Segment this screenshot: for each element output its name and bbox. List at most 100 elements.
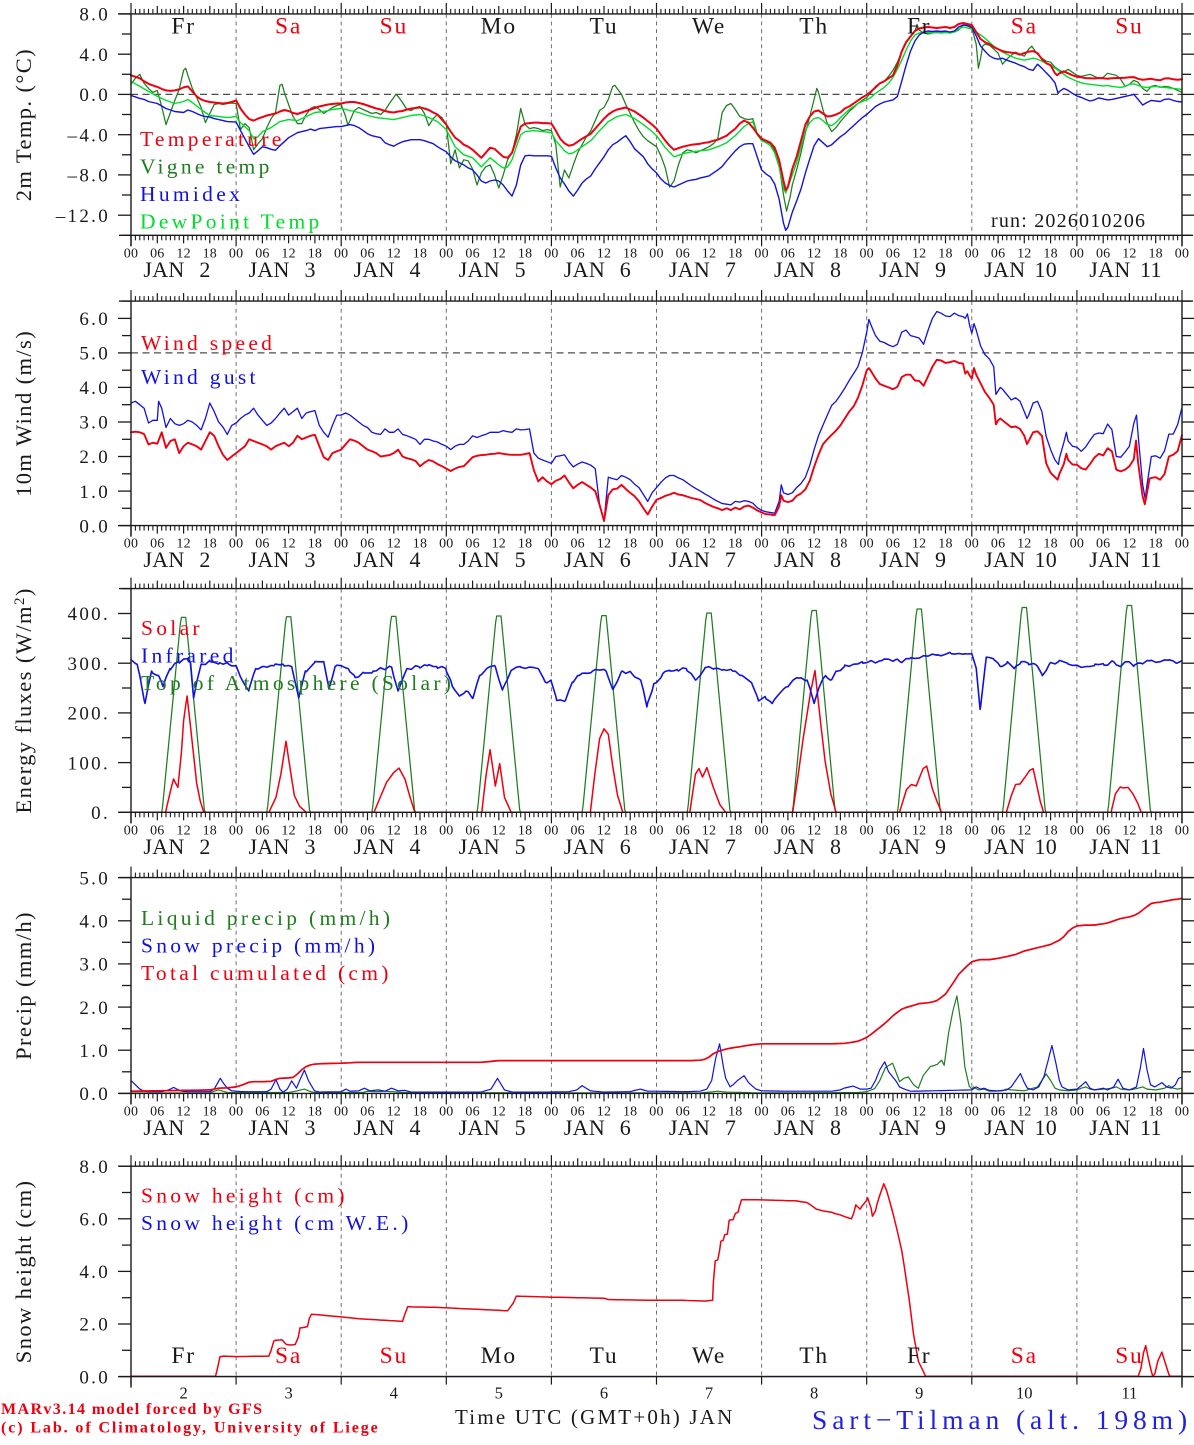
svg-text:JAN: JAN xyxy=(774,1115,815,1140)
svg-text:4.0: 4.0 xyxy=(79,912,110,933)
svg-text:Th: Th xyxy=(799,1343,829,1369)
svg-text:12: 12 xyxy=(702,823,716,838)
svg-text:00: 00 xyxy=(1070,537,1084,552)
svg-text:Su: Su xyxy=(1115,1343,1143,1369)
svg-text:18: 18 xyxy=(1043,823,1057,838)
svg-text:18: 18 xyxy=(728,537,742,552)
svg-text:Mo: Mo xyxy=(481,1343,517,1369)
svg-text:06: 06 xyxy=(886,246,900,261)
svg-text:JAN: JAN xyxy=(248,834,289,859)
svg-text:18: 18 xyxy=(518,246,532,261)
svg-text:12: 12 xyxy=(597,1104,611,1119)
svg-text:12: 12 xyxy=(597,246,611,261)
svg-text:06: 06 xyxy=(150,1104,164,1119)
svg-text:12: 12 xyxy=(1122,1104,1136,1119)
svg-text:Wind gust: Wind gust xyxy=(141,365,259,389)
svg-text:4: 4 xyxy=(410,257,421,282)
svg-text:Su: Su xyxy=(1115,14,1143,40)
svg-text:0.0: 0.0 xyxy=(79,516,110,537)
svg-text:JAN: JAN xyxy=(774,547,815,572)
svg-text:11: 11 xyxy=(1140,1115,1162,1140)
svg-text:12: 12 xyxy=(597,537,611,552)
svg-text:06: 06 xyxy=(570,537,584,552)
svg-text:12: 12 xyxy=(1017,823,1031,838)
svg-text:00: 00 xyxy=(439,246,453,261)
svg-text:JAN: JAN xyxy=(459,257,500,282)
svg-text:18: 18 xyxy=(833,537,847,552)
svg-text:06: 06 xyxy=(255,537,269,552)
svg-text:Mo: Mo xyxy=(481,14,517,40)
svg-text:5.0: 5.0 xyxy=(79,344,110,365)
svg-text:12: 12 xyxy=(387,537,401,552)
svg-text:18: 18 xyxy=(938,537,952,552)
svg-text:06: 06 xyxy=(781,537,795,552)
svg-text:8.0: 8.0 xyxy=(79,5,110,26)
svg-text:2: 2 xyxy=(199,834,210,859)
svg-text:06: 06 xyxy=(360,537,374,552)
svg-text:JAN: JAN xyxy=(879,1115,920,1140)
svg-text:2: 2 xyxy=(199,547,210,572)
svg-text:4: 4 xyxy=(410,547,421,572)
svg-text:12: 12 xyxy=(176,537,190,552)
svg-text:2m Temp. (°C): 2m Temp. (°C) xyxy=(11,48,36,201)
svg-text:06: 06 xyxy=(465,1104,479,1119)
svg-text:8: 8 xyxy=(830,1115,841,1140)
svg-text:00: 00 xyxy=(439,537,453,552)
svg-text:00: 00 xyxy=(229,1104,243,1119)
svg-text:Time UTC (GMT+0h) JAN: Time UTC (GMT+0h) JAN xyxy=(455,1405,735,1429)
svg-text:11: 11 xyxy=(1121,1384,1137,1403)
svg-text:06: 06 xyxy=(465,537,479,552)
svg-text:Snow height (cm W.E.): Snow height (cm W.E.) xyxy=(141,1211,412,1235)
svg-text:3.0: 3.0 xyxy=(79,413,110,434)
svg-text:12: 12 xyxy=(702,246,716,261)
svg-text:JAN: JAN xyxy=(248,1115,289,1140)
svg-text:6: 6 xyxy=(620,547,631,572)
svg-text:Sart−Tilman (alt. 198m): Sart−Tilman (alt. 198m) xyxy=(812,1404,1192,1435)
svg-text:Sa: Sa xyxy=(1011,1343,1038,1369)
svg-text:Infrared: Infrared xyxy=(141,644,237,668)
svg-text:06: 06 xyxy=(676,823,690,838)
svg-text:12: 12 xyxy=(1122,823,1136,838)
svg-text:12: 12 xyxy=(176,1104,190,1119)
svg-text:18: 18 xyxy=(833,246,847,261)
svg-text:12: 12 xyxy=(807,246,821,261)
svg-text:00: 00 xyxy=(649,537,663,552)
svg-text:18: 18 xyxy=(728,823,742,838)
svg-text:06: 06 xyxy=(150,823,164,838)
svg-text:06: 06 xyxy=(991,1104,1005,1119)
svg-text:6.0: 6.0 xyxy=(79,309,110,330)
svg-text:Sa: Sa xyxy=(1011,14,1038,40)
svg-text:4.0: 4.0 xyxy=(79,378,110,399)
svg-text:6: 6 xyxy=(620,1115,631,1140)
svg-text:12: 12 xyxy=(912,1104,926,1119)
svg-text:5: 5 xyxy=(515,257,526,282)
svg-text:00: 00 xyxy=(649,246,663,261)
svg-text:06: 06 xyxy=(1096,246,1110,261)
svg-text:06: 06 xyxy=(676,1104,690,1119)
svg-text:12: 12 xyxy=(597,823,611,838)
svg-text:10m Wind (m/s): 10m Wind (m/s) xyxy=(11,330,36,497)
svg-text:Vigne temp: Vigne temp xyxy=(140,155,273,179)
svg-text:2: 2 xyxy=(179,1384,187,1403)
svg-text:12: 12 xyxy=(807,1104,821,1119)
svg-text:8: 8 xyxy=(830,834,841,859)
svg-text:12: 12 xyxy=(702,1104,716,1119)
svg-text:Top of Atmosphere (Solar): Top of Atmosphere (Solar) xyxy=(141,671,454,695)
svg-text:12: 12 xyxy=(702,537,716,552)
svg-text:Su: Su xyxy=(380,1343,408,1369)
svg-text:–12.0: –12.0 xyxy=(55,206,110,227)
svg-text:18: 18 xyxy=(728,1104,742,1119)
svg-text:JAN: JAN xyxy=(354,1115,395,1140)
svg-text:JAN: JAN xyxy=(354,834,395,859)
svg-text:Fr: Fr xyxy=(171,1343,196,1369)
svg-text:4: 4 xyxy=(410,834,421,859)
svg-text:Fr: Fr xyxy=(907,14,932,40)
svg-text:Temperature: Temperature xyxy=(140,127,285,151)
svg-text:JAN: JAN xyxy=(564,834,605,859)
svg-text:8: 8 xyxy=(830,547,841,572)
svg-text:06: 06 xyxy=(886,823,900,838)
svg-text:00: 00 xyxy=(229,537,243,552)
svg-text:12: 12 xyxy=(387,246,401,261)
svg-text:00: 00 xyxy=(965,1104,979,1119)
svg-text:Sa: Sa xyxy=(275,1343,302,1369)
